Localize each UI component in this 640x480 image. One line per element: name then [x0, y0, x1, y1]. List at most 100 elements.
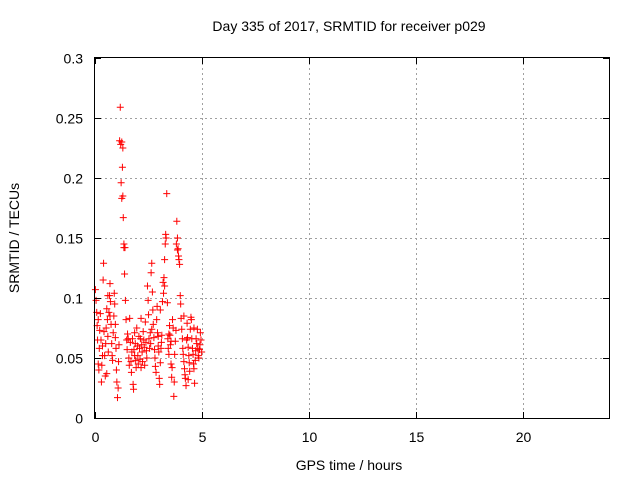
y-tick-label: 0.15: [56, 231, 83, 247]
data-point: [197, 336, 205, 344]
data-point: [120, 244, 128, 252]
data-point: [115, 341, 123, 349]
data-point: [119, 214, 127, 222]
data-point: [164, 344, 172, 352]
data-point: [166, 341, 174, 349]
data-point: [140, 343, 148, 351]
data-point: [179, 344, 187, 352]
data-point: [139, 328, 147, 336]
data-point: [169, 316, 177, 324]
data-point: [190, 324, 198, 332]
data-point: [155, 374, 163, 382]
data-point: [170, 392, 178, 400]
data-point: [189, 350, 197, 358]
data-point: [156, 306, 164, 314]
y-axis-label: SRMTID / TECUs: [6, 183, 22, 293]
data-point: [109, 356, 117, 364]
data-point: [196, 329, 204, 337]
data-point: [149, 306, 157, 314]
data-point: [173, 234, 181, 242]
data-point: [121, 270, 129, 278]
data-point: [123, 346, 131, 354]
data-point: [136, 344, 144, 352]
plot-frame: [94, 57, 610, 419]
data-point: [119, 192, 127, 200]
data-point: [185, 359, 193, 367]
data-point: [184, 343, 192, 351]
data-point: [151, 362, 159, 370]
data-point: [99, 276, 107, 284]
data-point: [182, 382, 190, 390]
data-point: [176, 260, 184, 268]
data-point: [106, 312, 114, 320]
data-point: [178, 335, 186, 343]
data-point: [148, 325, 156, 333]
data-point: [96, 326, 104, 334]
data-point: [147, 269, 155, 277]
data-point: [160, 274, 168, 282]
y-tick-label: 0.2: [64, 171, 84, 187]
data-point: [103, 316, 111, 324]
data-point: [121, 296, 129, 304]
data-point: [143, 354, 151, 362]
data-point: [170, 378, 178, 386]
data-point: [150, 334, 158, 342]
data-point: [116, 103, 124, 111]
y-tick-label: 0: [75, 411, 83, 427]
data-point: [92, 296, 100, 304]
data-point: [171, 350, 179, 358]
data-point: [167, 360, 175, 368]
x-tick-label: 20: [516, 429, 532, 445]
data-point: [112, 344, 120, 352]
data-point: [174, 245, 182, 253]
data-point: [141, 318, 149, 326]
data-point: [184, 334, 192, 342]
data-point: [193, 325, 201, 333]
data-point: [162, 234, 170, 242]
data-point: [97, 378, 105, 386]
data-point: [144, 296, 152, 304]
y-tick-label: 0.1: [64, 291, 84, 307]
data-point: [131, 352, 139, 360]
data-point: [108, 340, 116, 348]
data-point: [114, 384, 122, 392]
data-point: [158, 298, 166, 306]
data-point: [161, 240, 169, 248]
data-points: [91, 103, 206, 402]
data-point: [126, 314, 134, 322]
data-point: [198, 348, 206, 356]
data-point: [142, 338, 150, 346]
x-tick-label: 10: [302, 429, 318, 445]
data-point: [137, 364, 145, 372]
data-point: [136, 335, 144, 343]
data-point: [158, 331, 166, 339]
data-point: [167, 337, 175, 345]
data-point: [105, 308, 113, 316]
data-point: [191, 356, 199, 364]
data-point: [147, 340, 155, 348]
data-point: [112, 366, 120, 374]
data-point: [104, 348, 112, 356]
data-point: [113, 394, 121, 402]
data-point: [190, 365, 198, 373]
data-point: [186, 367, 194, 375]
data-point: [100, 259, 108, 267]
data-point: [100, 328, 108, 336]
data-point: [149, 320, 157, 328]
data-point: [125, 354, 133, 362]
data-point: [194, 344, 202, 352]
data-point: [165, 330, 173, 338]
data-point: [94, 360, 102, 368]
data-point: [159, 278, 167, 286]
data-point: [156, 359, 164, 367]
data-point: [157, 344, 165, 352]
data-point: [160, 289, 168, 297]
data-point: [102, 340, 110, 348]
data-point: [180, 312, 188, 320]
data-point: [173, 246, 181, 254]
data-point: [103, 305, 111, 313]
data-point: [111, 300, 119, 308]
data-point: [186, 325, 194, 333]
data-point: [168, 373, 176, 381]
data-point: [192, 335, 200, 343]
